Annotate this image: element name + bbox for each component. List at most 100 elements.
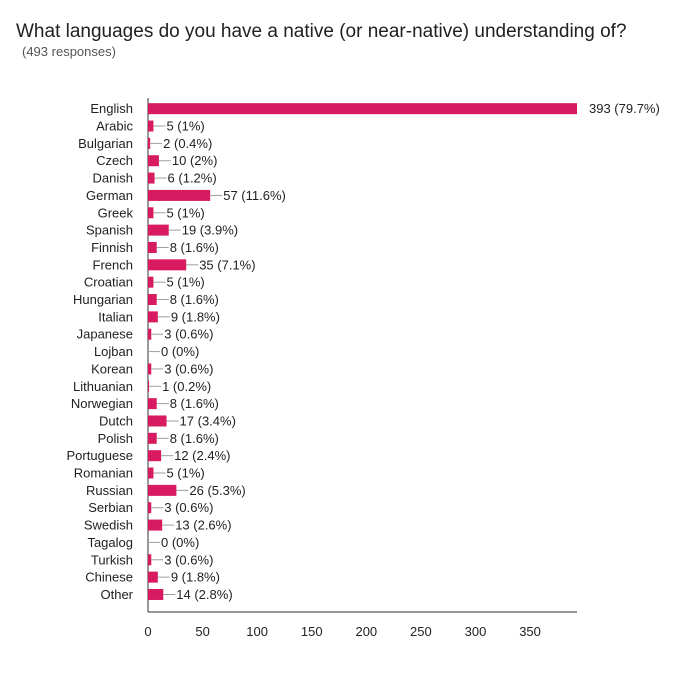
- category-label: Czech: [96, 153, 133, 168]
- bar: [148, 120, 154, 132]
- value-labels: 393 (79.7%) 5 (1%) 2 (0.4%) 10 (2%) 6 (1.2%)…: [148, 101, 660, 602]
- category-label: Greek: [98, 205, 134, 220]
- bar: [148, 467, 154, 479]
- category-label: Other: [100, 587, 133, 602]
- bar: [148, 571, 158, 583]
- data-label: 5 (1%): [166, 119, 204, 134]
- category-label: Lithuanian: [73, 379, 133, 394]
- data-label: 2 (0.4%): [163, 136, 212, 151]
- bar: [148, 276, 154, 288]
- category-label: Tagalog: [87, 535, 133, 550]
- data-label: 35 (7.1%): [199, 257, 255, 272]
- category-label: German: [86, 188, 133, 203]
- data-label: 3 (0.6%): [164, 552, 213, 567]
- x-axis-ticks: 0 50 100 150 200 250 300 350: [144, 624, 541, 639]
- bar: [148, 554, 152, 566]
- chart-bars: [148, 103, 577, 600]
- x-tick-label: 100: [246, 624, 268, 639]
- category-label: Hungarian: [73, 292, 133, 307]
- data-label: 3 (0.6%): [164, 327, 213, 342]
- bar: [148, 398, 157, 410]
- bar: [148, 224, 169, 236]
- category-label: Turkish: [91, 552, 133, 567]
- bar: [148, 432, 157, 444]
- x-tick-label: 300: [465, 624, 487, 639]
- category-label: Serbian: [88, 500, 133, 515]
- category-label: French: [93, 257, 133, 272]
- data-label: 3 (0.6%): [164, 361, 213, 376]
- category-label: Spanish: [86, 223, 133, 238]
- x-tick-label: 350: [519, 624, 541, 639]
- bar: [148, 363, 152, 375]
- data-label: 26 (5.3%): [189, 483, 245, 498]
- bar: [148, 172, 155, 184]
- category-label: Chinese: [85, 570, 133, 585]
- category-labels: English Arabic Bulgarian Czech Danish German G…: [67, 101, 134, 602]
- category-label: Korean: [91, 361, 133, 376]
- data-label: 57 (11.6%): [223, 188, 286, 203]
- data-label: 14 (2.8%): [176, 587, 232, 602]
- category-label: Arabic: [96, 119, 133, 134]
- data-label: 19 (3.9%): [182, 223, 238, 238]
- bar: [148, 137, 151, 149]
- category-label: Lojban: [94, 344, 133, 359]
- category-label: Portuguese: [67, 448, 134, 463]
- bar: [148, 189, 211, 201]
- category-label: Italian: [98, 309, 133, 324]
- bar: [148, 207, 154, 219]
- category-label: Polish: [98, 431, 133, 446]
- category-label: English: [90, 101, 133, 116]
- data-label: 9 (1.8%): [171, 570, 220, 585]
- bar: [148, 502, 152, 514]
- category-label: Bulgarian: [78, 136, 133, 151]
- data-label: 3 (0.6%): [164, 500, 213, 515]
- data-label: 8 (1.6%): [170, 396, 219, 411]
- bar: [148, 484, 177, 496]
- chart-title: What languages do you have a native (or …: [16, 21, 627, 42]
- data-label: 8 (1.6%): [170, 240, 219, 255]
- bar: [148, 155, 159, 167]
- data-label: 9 (1.8%): [171, 309, 220, 324]
- category-label: Swedish: [84, 518, 133, 533]
- category-label: Japanese: [77, 327, 133, 342]
- data-label: 1 (0.2%): [162, 379, 211, 394]
- chart-subtitle: (493 responses): [22, 44, 116, 59]
- data-label: 10 (2%): [172, 153, 218, 168]
- data-label: 17 (3.4%): [180, 413, 236, 428]
- data-label: 5 (1%): [166, 275, 204, 290]
- bar: [148, 103, 577, 115]
- x-tick-label: 250: [410, 624, 432, 639]
- data-label: 393 (79.7%): [589, 101, 660, 116]
- category-label: Romanian: [74, 466, 133, 481]
- data-label: 12 (2.4%): [174, 448, 230, 463]
- data-label: 0 (0%): [161, 535, 199, 550]
- category-label: Norwegian: [71, 396, 133, 411]
- category-label: Croatian: [84, 275, 133, 290]
- bar: [148, 311, 158, 323]
- data-label: 8 (1.6%): [170, 431, 219, 446]
- x-tick-label: 150: [301, 624, 323, 639]
- bar: [148, 450, 162, 462]
- category-label: Russian: [86, 483, 133, 498]
- bar: [148, 415, 167, 427]
- data-label: 5 (1%): [166, 205, 204, 220]
- bar: [148, 380, 150, 392]
- data-label: 8 (1.6%): [170, 292, 219, 307]
- x-tick-label: 0: [144, 624, 151, 639]
- x-tick-label: 50: [195, 624, 209, 639]
- x-tick-label: 200: [355, 624, 377, 639]
- bar: [148, 241, 157, 253]
- category-label: Dutch: [99, 413, 133, 428]
- data-label: 6 (1.2%): [168, 171, 217, 186]
- category-label: Finnish: [91, 240, 133, 255]
- category-label: Danish: [93, 171, 133, 186]
- data-label: 13 (2.6%): [175, 518, 231, 533]
- bar: [148, 588, 164, 600]
- data-label: 5 (1%): [166, 466, 204, 481]
- bar: [148, 259, 187, 271]
- data-label: 0 (0%): [161, 344, 199, 359]
- bar: [148, 328, 152, 340]
- bar: [148, 294, 157, 306]
- bar: [148, 519, 163, 531]
